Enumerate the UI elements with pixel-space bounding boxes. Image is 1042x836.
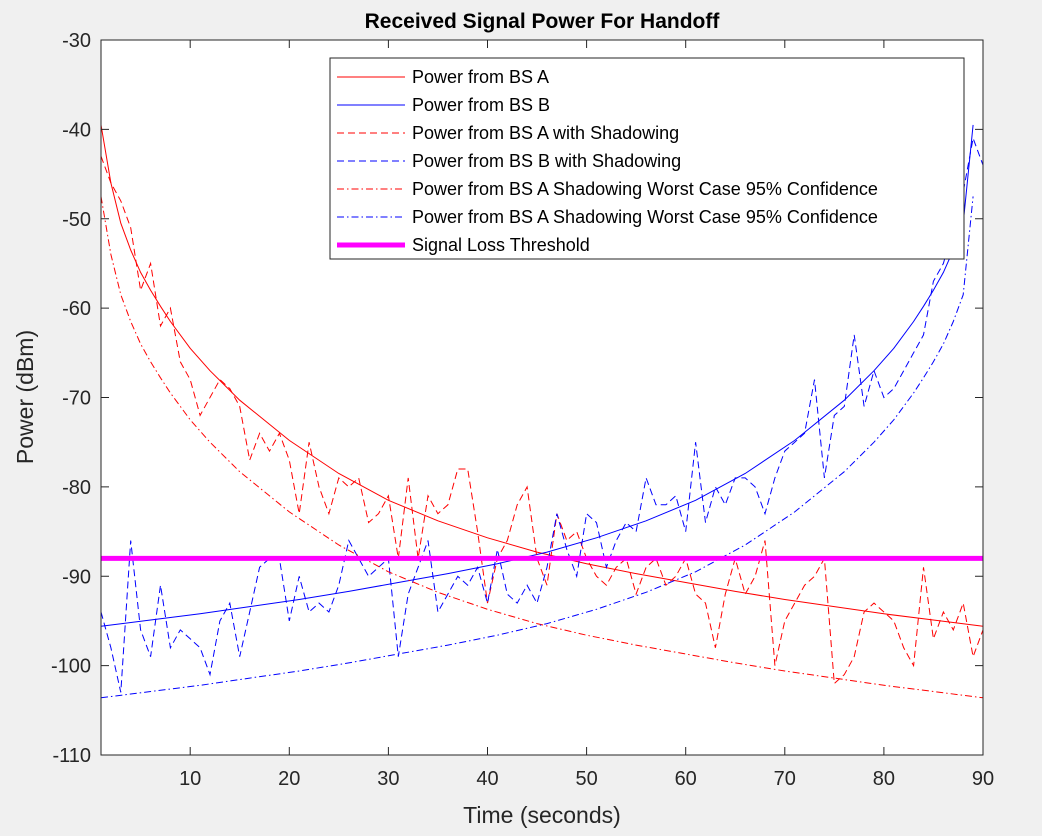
x-tick-label: 10: [179, 768, 201, 790]
legend-label-2: Power from BS B: [412, 95, 550, 115]
y-tick-label: -40: [62, 119, 91, 141]
series-line-3: [100, 156, 984, 685]
series-layer: [100, 124, 984, 699]
legend-label-6: Power from BS A Shadowing Worst Case 95%…: [412, 207, 878, 227]
legend-label-1: Power from BS A: [412, 67, 549, 87]
x-tick-label: 20: [278, 768, 300, 790]
x-tick-label: 70: [774, 768, 796, 790]
y-tick-label: -80: [62, 477, 91, 499]
chart-title: Received Signal Power For Handoff: [365, 10, 721, 33]
legend-label-4: Power from BS B with Shadowing: [412, 151, 681, 171]
x-tick-label: 80: [873, 768, 895, 790]
x-tick-label: 60: [675, 768, 697, 790]
y-tick-label: -90: [62, 566, 91, 588]
y-tick-label: -100: [51, 656, 91, 678]
series-line-6: [100, 196, 974, 699]
x-tick-label: 90: [972, 768, 994, 790]
y-tick-label: -110: [52, 745, 91, 767]
legend-label-5: Power from BS A Shadowing Worst Case 95%…: [412, 179, 878, 199]
legend-label-3: Power from BS A with Shadowing: [412, 123, 679, 143]
y-axis-label: Power (dBm): [12, 330, 38, 464]
series-line-4: [100, 136, 984, 693]
x-axis-label: Time (seconds): [463, 802, 621, 828]
x-tick-label: 50: [575, 768, 597, 790]
x-tick-label: 30: [377, 768, 399, 790]
y-tick-label: -60: [62, 298, 91, 320]
y-tick-label: -50: [62, 209, 91, 231]
y-tick-label: -70: [62, 388, 91, 410]
legend: Power from BS A Power from BS B Power from…: [329, 57, 965, 260]
legend-label-7: Signal Loss Threshold: [412, 235, 590, 255]
tick-layer: 10 20 30 40 50 60 70 80 90 -110 -100 -90 -80 -70 -60 -5…: [51, 30, 994, 790]
legend-box: [329, 57, 965, 260]
series-line-1: [100, 124, 984, 627]
series-line-2: [100, 124, 974, 627]
x-tick-label: 40: [476, 768, 498, 790]
legend-items: Power from BS A Power from BS B Power from…: [337, 67, 878, 255]
y-tick-label: -30: [62, 30, 91, 52]
